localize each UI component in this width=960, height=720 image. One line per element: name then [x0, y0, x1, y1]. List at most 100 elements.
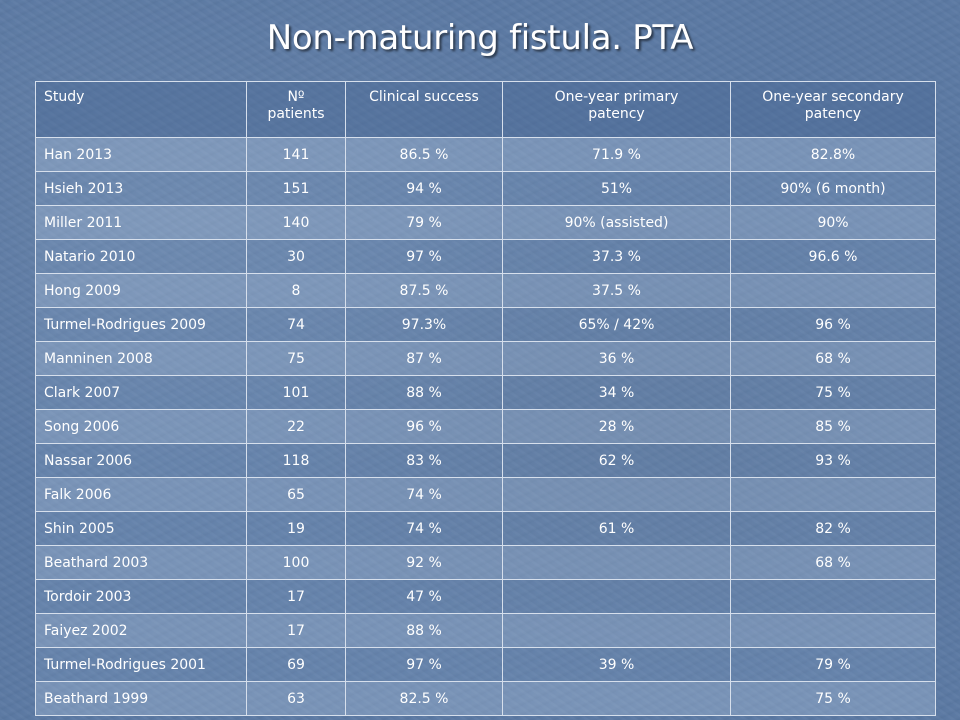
- table-row: Han 2013 141 86.5 % 71.9 % 82.8%: [35, 137, 936, 172]
- header-patients: Nº patients: [246, 81, 346, 138]
- cell-clinical-success: 87 %: [345, 341, 503, 376]
- cell-secondary-patency: 96.6 %: [730, 239, 936, 274]
- cell-clinical-success: 87.5 %: [345, 273, 503, 308]
- header-patients-line1: Nº: [287, 89, 305, 105]
- cell-secondary-patency: 79 %: [730, 647, 936, 682]
- cell-patients: 101: [246, 375, 346, 410]
- header-primary-patency: One-year primary patency: [502, 81, 731, 138]
- cell-study: Song 2006: [35, 409, 247, 444]
- table-body: Han 2013 141 86.5 % 71.9 % 82.8% Hsieh 2013 15…: [35, 137, 936, 716]
- cell-secondary-patency: 68 %: [730, 341, 936, 376]
- cell-secondary-patency: 82 %: [730, 511, 936, 546]
- studies-table: Study Nº patients Clinical success One-ye…: [35, 81, 936, 716]
- cell-patients: 65: [246, 477, 346, 512]
- table-row: Turmel-Rodrigues 2009 74 97.3% 65% / 42% 96 …: [35, 307, 936, 342]
- cell-primary-patency: [502, 477, 731, 512]
- cell-study: Hong 2009: [35, 273, 247, 308]
- cell-clinical-success: 88 %: [345, 613, 503, 648]
- cell-clinical-success: 74 %: [345, 511, 503, 546]
- cell-primary-patency: 28 %: [502, 409, 731, 444]
- cell-secondary-patency: 93 %: [730, 443, 936, 478]
- cell-primary-patency: [502, 545, 731, 580]
- table-row: Falk 2006 65 74 %: [35, 477, 936, 512]
- cell-secondary-patency: 82.8%: [730, 137, 936, 172]
- cell-patients: 74: [246, 307, 346, 342]
- cell-patients: 69: [246, 647, 346, 682]
- cell-patients: 141: [246, 137, 346, 172]
- table-row: Nassar 2006 118 83 % 62 % 93 %: [35, 443, 936, 478]
- cell-study: Hsieh 2013: [35, 171, 247, 206]
- cell-secondary-patency: [730, 273, 936, 308]
- header-patients-line2: patients: [267, 106, 325, 122]
- cell-study: Han 2013: [35, 137, 247, 172]
- cell-primary-patency: 61 %: [502, 511, 731, 546]
- cell-patients: 75: [246, 341, 346, 376]
- cell-study: Turmel-Rodrigues 2009: [35, 307, 247, 342]
- header-secondary-line1: One-year secondary: [762, 89, 904, 105]
- cell-study: Shin 2005: [35, 511, 247, 546]
- cell-study: Manninen 2008: [35, 341, 247, 376]
- header-primary-line2: patency: [588, 106, 645, 122]
- cell-secondary-patency: 68 %: [730, 545, 936, 580]
- table-row: Turmel-Rodrigues 2001 69 97 % 39 % 79 %: [35, 647, 936, 682]
- cell-patients: 140: [246, 205, 346, 240]
- cell-clinical-success: 86.5 %: [345, 137, 503, 172]
- cell-primary-patency: 39 %: [502, 647, 731, 682]
- cell-patients: 30: [246, 239, 346, 274]
- cell-primary-patency: 37.5 %: [502, 273, 731, 308]
- header-clinical-success: Clinical success: [345, 81, 503, 138]
- cell-primary-patency: 62 %: [502, 443, 731, 478]
- cell-clinical-success: 96 %: [345, 409, 503, 444]
- table-row: Clark 2007 101 88 % 34 % 75 %: [35, 375, 936, 410]
- cell-clinical-success: 88 %: [345, 375, 503, 410]
- table-row: Shin 2005 19 74 % 61 % 82 %: [35, 511, 936, 546]
- cell-secondary-patency: [730, 477, 936, 512]
- cell-study: Miller 2011: [35, 205, 247, 240]
- slide-title: Non-maturing fistula. PTA: [266, 18, 694, 58]
- cell-primary-patency: [502, 613, 731, 648]
- cell-patients: 100: [246, 545, 346, 580]
- table-row: Hong 2009 8 87.5 % 37.5 %: [35, 273, 936, 308]
- cell-study: Beathard 1999: [35, 681, 247, 716]
- cell-study: Faiyez 2002: [35, 613, 247, 648]
- header-clinical-success-label: Clinical success: [369, 89, 479, 105]
- cell-primary-patency: 36 %: [502, 341, 731, 376]
- cell-clinical-success: 79 %: [345, 205, 503, 240]
- cell-primary-patency: 51%: [502, 171, 731, 206]
- cell-secondary-patency: 90%: [730, 205, 936, 240]
- cell-primary-patency: 37.3 %: [502, 239, 731, 274]
- cell-secondary-patency: 96 %: [730, 307, 936, 342]
- cell-patients: 17: [246, 579, 346, 614]
- table-row: Manninen 2008 75 87 % 36 % 68 %: [35, 341, 936, 376]
- cell-study: Falk 2006: [35, 477, 247, 512]
- table-row: Song 2006 22 96 % 28 % 85 %: [35, 409, 936, 444]
- cell-primary-patency: 71.9 %: [502, 137, 731, 172]
- cell-primary-patency: 34 %: [502, 375, 731, 410]
- cell-clinical-success: 82.5 %: [345, 681, 503, 716]
- cell-patients: 22: [246, 409, 346, 444]
- table-row: Beathard 1999 63 82.5 % 75 %: [35, 681, 936, 716]
- header-study: Study: [35, 81, 247, 138]
- cell-primary-patency: [502, 681, 731, 716]
- cell-secondary-patency: [730, 613, 936, 648]
- cell-patients: 118: [246, 443, 346, 478]
- cell-clinical-success: 97 %: [345, 647, 503, 682]
- table-row: Beathard 2003 100 92 % 68 %: [35, 545, 936, 580]
- cell-patients: 151: [246, 171, 346, 206]
- table-row: Tordoir 2003 17 47 %: [35, 579, 936, 614]
- cell-patients: 17: [246, 613, 346, 648]
- cell-primary-patency: [502, 579, 731, 614]
- table-row: Faiyez 2002 17 88 %: [35, 613, 936, 648]
- cell-study: Tordoir 2003: [35, 579, 247, 614]
- cell-clinical-success: 47 %: [345, 579, 503, 614]
- cell-clinical-success: 83 %: [345, 443, 503, 478]
- cell-study: Clark 2007: [35, 375, 247, 410]
- cell-clinical-success: 97.3%: [345, 307, 503, 342]
- cell-clinical-success: 94 %: [345, 171, 503, 206]
- cell-secondary-patency: [730, 579, 936, 614]
- cell-secondary-patency: 75 %: [730, 681, 936, 716]
- table-row: Hsieh 2013 151 94 % 51% 90% (6 month): [35, 171, 936, 206]
- cell-clinical-success: 97 %: [345, 239, 503, 274]
- cell-study: Nassar 2006: [35, 443, 247, 478]
- cell-study: Natario 2010: [35, 239, 247, 274]
